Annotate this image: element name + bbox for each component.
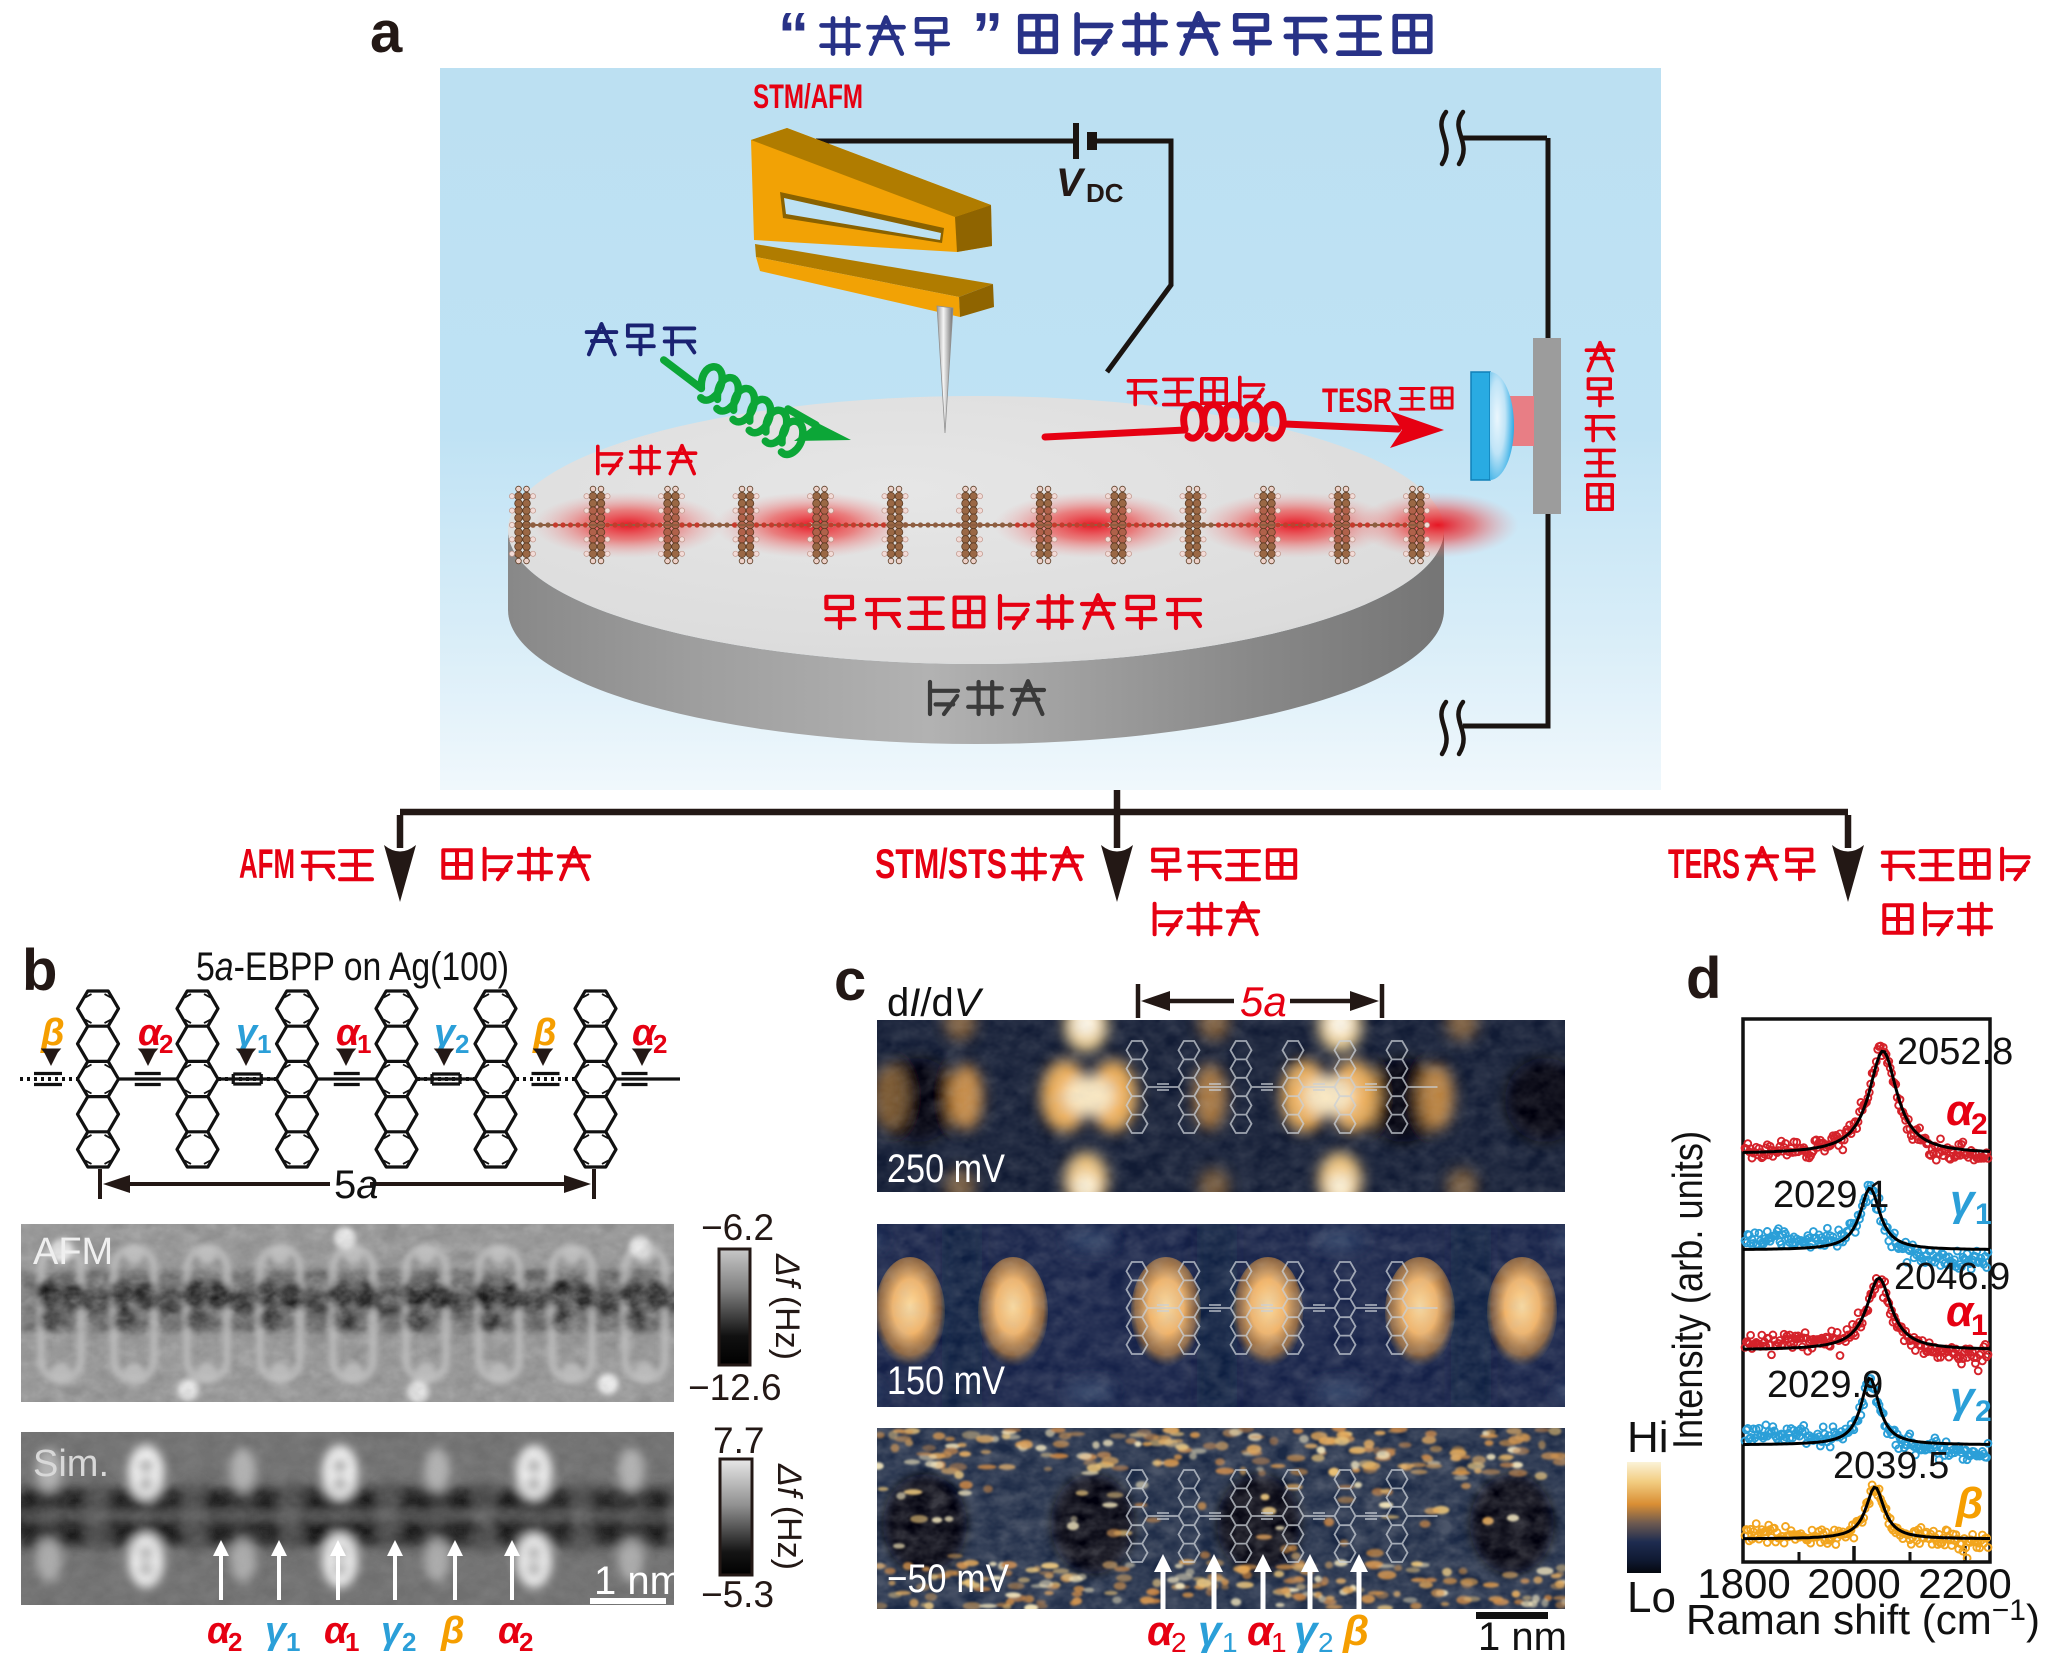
svg-text:−12.6: −12.6 [688, 1367, 782, 1408]
svg-text:1: 1 [357, 1029, 371, 1059]
svg-text:2: 2 [519, 1627, 533, 1653]
svg-text:β: β [40, 1012, 65, 1054]
svg-text:Hi: Hi [1627, 1413, 1669, 1462]
svg-text:α: α [207, 1610, 232, 1652]
svg-text:β: β [440, 1610, 465, 1652]
svg-text:β: β [532, 1012, 557, 1054]
svg-text:1: 1 [1975, 1198, 1992, 1231]
svg-text:2029.9: 2029.9 [1767, 1364, 1883, 1406]
svg-text:2: 2 [402, 1627, 416, 1653]
svg-text:2046.9: 2046.9 [1894, 1256, 2010, 1298]
svg-text:γ: γ [1198, 1607, 1224, 1653]
svg-text:γ: γ [1294, 1607, 1320, 1653]
svg-text:Δf (Hz): Δf (Hz) [768, 1253, 806, 1360]
svg-text:b: b [22, 938, 57, 1003]
svg-text:2: 2 [1971, 1108, 1988, 1141]
svg-text:Lo: Lo [1627, 1573, 1676, 1622]
svg-text:2200: 2200 [1918, 1560, 2011, 1607]
svg-text:dI/dV: dI/dV [887, 981, 984, 1025]
svg-text:1: 1 [1222, 1627, 1238, 1653]
svg-text:1800: 1800 [1697, 1560, 1790, 1607]
svg-text:2: 2 [159, 1029, 173, 1059]
svg-text:DC: DC [1086, 178, 1124, 208]
svg-text:d: d [1686, 946, 1721, 1011]
svg-text:Δf (Hz): Δf (Hz) [770, 1463, 808, 1570]
svg-text:2: 2 [455, 1029, 469, 1059]
svg-text:1: 1 [257, 1029, 271, 1059]
svg-text:α: α [138, 1012, 163, 1054]
svg-text:α: α [632, 1012, 657, 1054]
svg-text:5a-EBPP on Ag(100): 5a-EBPP on Ag(100) [196, 945, 509, 989]
svg-text:2: 2 [1318, 1627, 1334, 1653]
svg-text:1: 1 [1271, 1627, 1287, 1653]
svg-text:α: α [336, 1012, 361, 1054]
svg-text:1: 1 [1971, 1309, 1988, 1342]
svg-text:1: 1 [286, 1627, 300, 1653]
svg-text:α: α [1247, 1607, 1275, 1653]
svg-text:−50 mV: −50 mV [887, 1557, 1009, 1601]
svg-text:a: a [370, 0, 403, 65]
svg-text:5a: 5a [1240, 978, 1287, 1025]
svg-text:TERS: TERS [1668, 840, 1740, 887]
svg-text:2029.1: 2029.1 [1773, 1174, 1889, 1216]
svg-text:”: ” [972, 1, 1003, 70]
svg-text:7.7: 7.7 [713, 1420, 764, 1461]
svg-text:TESR: TESR [1322, 382, 1392, 420]
svg-text:250 mV: 250 mV [887, 1147, 1005, 1191]
svg-text:γ: γ [434, 1012, 457, 1054]
svg-text:−5.3: −5.3 [701, 1574, 774, 1615]
svg-text:α: α [1147, 1607, 1175, 1653]
svg-text:γ: γ [1950, 1373, 1977, 1422]
svg-text:AFM: AFM [239, 840, 295, 887]
svg-text:Intensity (arb. units): Intensity (arb. units) [1664, 1131, 1711, 1449]
svg-text:5a: 5a [334, 1163, 379, 1207]
svg-text:STM/STS: STM/STS [875, 840, 1007, 887]
svg-text:2: 2 [1975, 1395, 1992, 1428]
svg-text:“: “ [778, 1, 809, 70]
svg-text:−6.2: −6.2 [701, 1207, 774, 1248]
svg-text:α: α [324, 1610, 349, 1652]
svg-text:2: 2 [228, 1627, 242, 1653]
svg-text:1 nm: 1 nm [594, 1559, 683, 1603]
svg-text:β: β [1955, 1479, 1983, 1528]
svg-text:α: α [1946, 1287, 1975, 1336]
svg-text:γ: γ [1950, 1176, 1977, 1225]
svg-text:V: V [1056, 161, 1086, 205]
svg-text:γ: γ [236, 1012, 259, 1054]
svg-text:2039.5: 2039.5 [1833, 1445, 1949, 1487]
svg-text:1 nm: 1 nm [1478, 1615, 1567, 1653]
svg-text:2052.8: 2052.8 [1897, 1031, 2013, 1073]
svg-text:c: c [834, 948, 866, 1013]
svg-text:AFM: AFM [33, 1231, 113, 1273]
svg-text:2000: 2000 [1807, 1560, 1900, 1607]
svg-text:2: 2 [1171, 1627, 1187, 1653]
svg-text:1: 1 [345, 1627, 359, 1653]
svg-text:Raman shift (cm−1): Raman shift (cm−1) [1686, 1594, 2040, 1643]
svg-text:Sim.: Sim. [33, 1443, 109, 1485]
svg-text:STM/AFM: STM/AFM [753, 78, 863, 116]
svg-text:β: β [1342, 1607, 1369, 1653]
svg-text:α: α [498, 1610, 523, 1652]
svg-text:γ: γ [265, 1610, 288, 1652]
svg-text:α: α [1946, 1086, 1975, 1135]
svg-text:γ: γ [381, 1610, 404, 1652]
svg-text:150 mV: 150 mV [887, 1359, 1005, 1403]
svg-text:2: 2 [653, 1029, 667, 1059]
